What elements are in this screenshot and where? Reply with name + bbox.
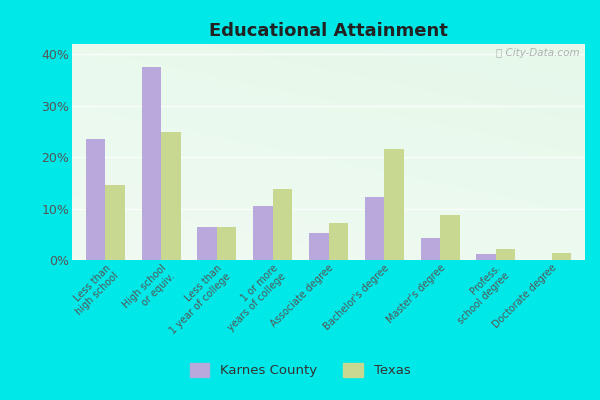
Bar [86,139,106,260]
Bar [384,150,404,260]
Bar [421,238,440,260]
Bar [440,215,460,260]
Bar [476,254,496,260]
Bar [496,249,515,260]
Bar [551,253,571,260]
Bar [329,223,348,260]
Bar [365,197,384,260]
Bar [217,226,236,260]
Bar [161,132,181,260]
Bar [142,67,161,260]
Bar [273,189,292,260]
Bar [253,206,273,260]
Bar [309,233,329,260]
Bar [106,186,125,260]
Title: Educational Attainment: Educational Attainment [209,22,448,40]
Text: ⓘ City-Data.com: ⓘ City-Data.com [496,48,580,58]
Legend: Karnes County, Texas: Karnes County, Texas [190,363,410,378]
Bar [197,226,217,260]
